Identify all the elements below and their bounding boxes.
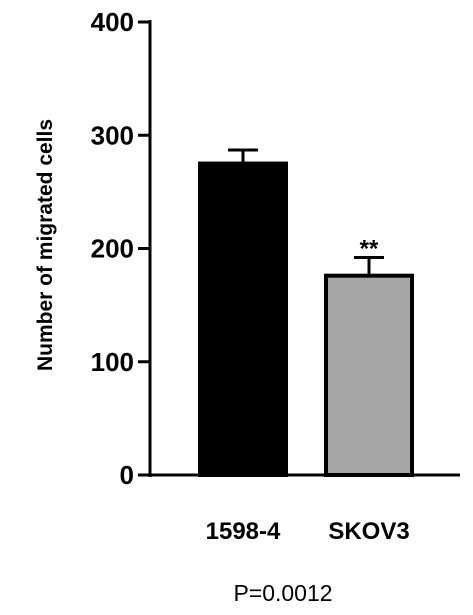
significance-marker: ** <box>360 236 379 263</box>
bar-1598-4 <box>198 161 288 477</box>
y-tick-label: 100 <box>91 347 134 377</box>
y-tick-label: 0 <box>120 460 134 490</box>
y-tick-label: 300 <box>91 120 134 150</box>
x-category-label: 1598-4 <box>206 518 281 545</box>
y-axis-title: Number of migrated cells <box>34 119 57 371</box>
y-tick-label: 400 <box>91 7 134 37</box>
p-value-label: P=0.0012 <box>233 580 332 606</box>
y-tick-label: 200 <box>91 234 134 264</box>
bar-SKOV3 <box>324 273 414 477</box>
x-category-label: SKOV3 <box>328 518 409 545</box>
